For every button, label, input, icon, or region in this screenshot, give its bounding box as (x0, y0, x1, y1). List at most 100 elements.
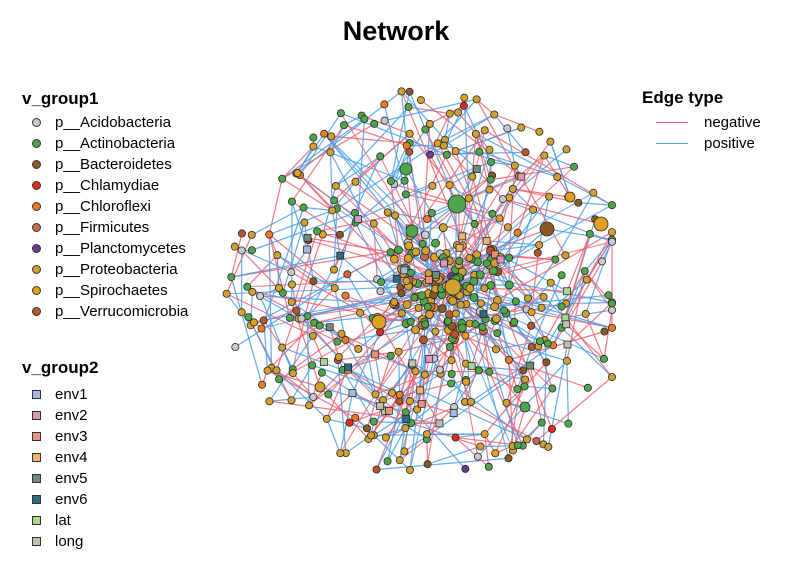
network-node (581, 309, 590, 318)
network-edge (513, 322, 541, 342)
legend-item: env3 (32, 426, 88, 447)
network-node (423, 302, 432, 311)
network-node-env (400, 266, 409, 275)
legend-item: p__Verrucomicrobia (32, 301, 188, 322)
network-node-env (344, 363, 353, 372)
network-node (574, 198, 583, 207)
network-node (309, 142, 318, 151)
network-edge (495, 318, 526, 387)
legend-item: env5 (32, 468, 88, 489)
network-edge (290, 271, 380, 323)
network-node (585, 229, 594, 238)
network-node (292, 306, 301, 315)
network-node (456, 300, 465, 309)
network-node-env (563, 340, 572, 349)
network-edge (260, 295, 394, 305)
legend-label: p__Spirochaetes (55, 282, 168, 299)
network-node-env (491, 250, 499, 259)
network-node (414, 303, 423, 312)
network-node-env (455, 243, 464, 252)
legend-item: env1 (32, 384, 88, 405)
network-node (423, 460, 432, 469)
network-node (486, 175, 495, 184)
network-node (369, 417, 378, 426)
network-node (250, 318, 259, 327)
network-node (469, 276, 479, 286)
network-edge (437, 143, 470, 199)
network-node (608, 228, 617, 237)
network-node-env (354, 215, 362, 224)
network-node (504, 280, 514, 290)
network-node-env (303, 233, 312, 242)
legend-label: long (55, 533, 84, 550)
network-node (351, 177, 360, 186)
legend-item: env4 (32, 447, 88, 468)
network-node (293, 169, 302, 178)
network-node (334, 352, 343, 361)
network-node (287, 268, 296, 277)
network-node (406, 268, 415, 277)
network-node (330, 265, 339, 274)
network-node (411, 325, 420, 335)
network-node (475, 270, 485, 280)
network-node (418, 239, 427, 248)
network-node (500, 306, 509, 315)
network-node-env (371, 350, 379, 359)
network-edge (451, 373, 466, 403)
network-edge (340, 112, 447, 156)
network-edge (337, 329, 416, 343)
network-node (402, 300, 412, 310)
network-edge (428, 314, 441, 370)
network-edge (329, 124, 345, 153)
network-node (326, 148, 335, 157)
network-node (422, 430, 431, 439)
network-edge (375, 411, 407, 470)
network-node (608, 305, 617, 314)
network-edge (261, 278, 457, 330)
network-node-env (416, 386, 425, 395)
network-edge (490, 161, 515, 167)
network-edge (506, 128, 516, 166)
network-edge (231, 249, 399, 278)
network-edge (426, 439, 429, 465)
network-edge (252, 291, 361, 314)
network-node-env (348, 389, 357, 397)
network-node (513, 441, 522, 450)
network-node (557, 271, 566, 280)
network-node (237, 229, 246, 238)
network-node-env (526, 361, 535, 370)
network-node (335, 230, 344, 239)
network-node (297, 314, 306, 323)
network-edge (296, 173, 448, 283)
network-node (548, 384, 557, 393)
network-node (539, 221, 555, 237)
network-node (394, 245, 403, 255)
network-node (230, 242, 239, 251)
network-edge (341, 333, 386, 412)
network-edge (398, 351, 401, 395)
network-node (287, 297, 296, 306)
network-node (490, 110, 499, 119)
network-node (425, 310, 434, 319)
network-edge (291, 124, 345, 202)
network-node (287, 197, 296, 206)
network-node (309, 392, 318, 401)
network-edge (385, 406, 455, 439)
network-node (395, 456, 404, 465)
network-node-env (303, 245, 311, 254)
network-edge (405, 364, 413, 413)
network-node (582, 275, 591, 284)
network-node (406, 317, 415, 326)
network-node (258, 380, 267, 389)
network-node (527, 343, 536, 352)
network-node (376, 328, 385, 337)
network-node (495, 214, 504, 223)
network-edge (335, 106, 409, 187)
network-node (460, 93, 469, 102)
network-node (308, 361, 317, 370)
legend-label: p__Proteobacteria (55, 261, 178, 278)
network-edge (234, 273, 348, 348)
network-edge (281, 346, 343, 371)
network-node (544, 442, 553, 451)
network-edge (444, 113, 495, 141)
